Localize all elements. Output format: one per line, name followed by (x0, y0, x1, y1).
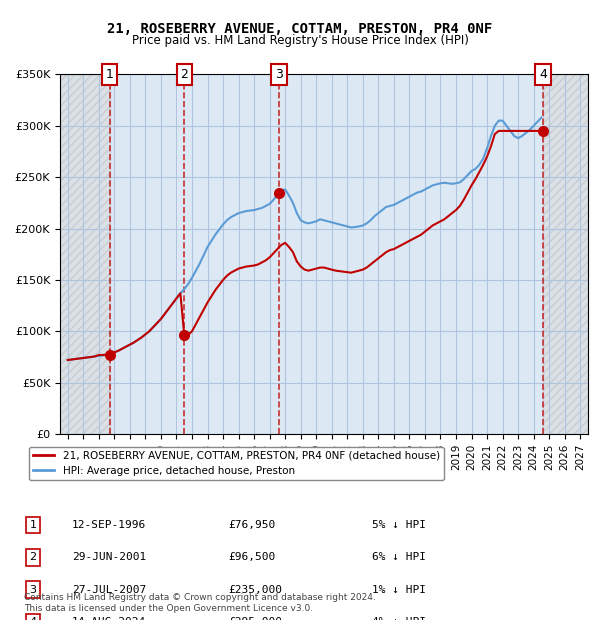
Text: Contains HM Land Registry data © Crown copyright and database right 2024.
This d: Contains HM Land Registry data © Crown c… (24, 593, 376, 613)
Text: 21, ROSEBERRY AVENUE, COTTAM, PRESTON, PR4 0NF: 21, ROSEBERRY AVENUE, COTTAM, PRESTON, P… (107, 22, 493, 36)
Text: £76,950: £76,950 (228, 520, 275, 530)
Text: 1: 1 (29, 520, 37, 530)
Bar (543, 74, 588, 434)
Text: 27-JUL-2007: 27-JUL-2007 (72, 585, 146, 595)
Text: 5% ↓ HPI: 5% ↓ HPI (372, 520, 426, 530)
Text: 3: 3 (275, 68, 283, 81)
Text: 1: 1 (106, 68, 113, 81)
Text: Price paid vs. HM Land Registry's House Price Index (HPI): Price paid vs. HM Land Registry's House … (131, 34, 469, 47)
Text: 4% ↓ HPI: 4% ↓ HPI (372, 617, 426, 620)
Text: 1% ↓ HPI: 1% ↓ HPI (372, 585, 426, 595)
Text: 29-JUN-2001: 29-JUN-2001 (72, 552, 146, 562)
Text: 6% ↓ HPI: 6% ↓ HPI (372, 552, 426, 562)
Legend: 21, ROSEBERRY AVENUE, COTTAM, PRESTON, PR4 0NF (detached house), HPI: Average pr: 21, ROSEBERRY AVENUE, COTTAM, PRESTON, P… (29, 446, 444, 480)
Text: 2: 2 (180, 68, 188, 81)
Text: 4: 4 (29, 617, 37, 620)
Text: 14-AUG-2024: 14-AUG-2024 (72, 617, 146, 620)
Bar (60, 74, 110, 434)
Text: 4: 4 (539, 68, 547, 81)
Text: 3: 3 (29, 585, 37, 595)
Text: £295,000: £295,000 (228, 617, 282, 620)
Text: 12-SEP-1996: 12-SEP-1996 (72, 520, 146, 530)
Text: £235,000: £235,000 (228, 585, 282, 595)
Text: £96,500: £96,500 (228, 552, 275, 562)
Text: 2: 2 (29, 552, 37, 562)
